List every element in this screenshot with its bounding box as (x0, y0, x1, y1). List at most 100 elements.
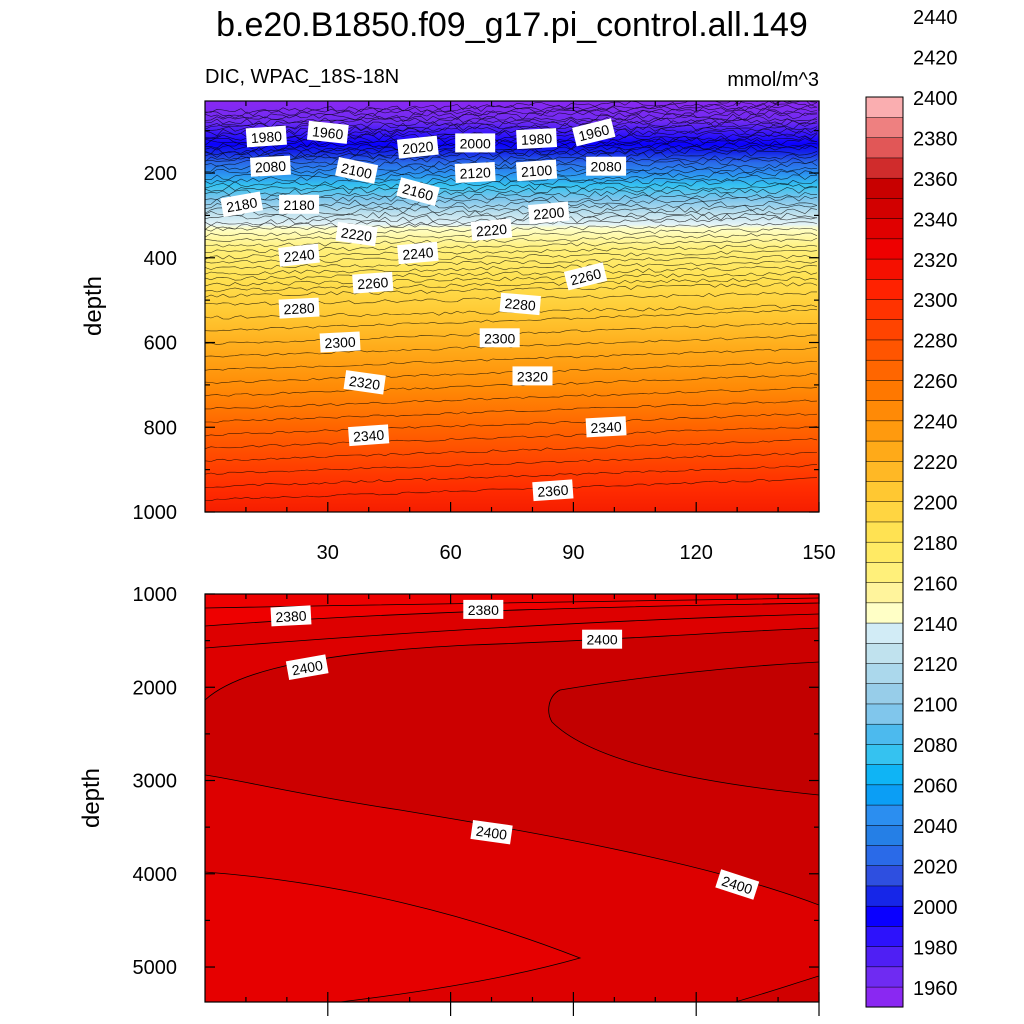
x-tick-label: 60 (439, 542, 461, 564)
contour-label-box (463, 599, 504, 619)
colorbar-swatch (865, 743, 904, 765)
contour-label-box (220, 191, 264, 218)
x-tick-label: 150 (802, 542, 835, 564)
contour-label: 2320 (512, 366, 553, 386)
contour-label-box (352, 271, 394, 294)
contour-label: 2340 (585, 416, 627, 438)
colorbar-swatch (865, 379, 904, 401)
contour-label-box (515, 159, 558, 182)
y-tick-label: 800 (144, 417, 177, 439)
colorbar: 1960 1980 2000 2020 2040 2060 2080 2100 2120 2140… (865, 7, 958, 1008)
contour-label-text: 1960 (311, 123, 344, 142)
contour-label: 2220 (470, 218, 513, 241)
contour-label-box (479, 328, 520, 348)
contour-label-text: 2100 (340, 160, 374, 182)
contour-label-text: 2320 (348, 373, 381, 393)
contour-line (205, 135, 818, 155)
colorbar-swatch (865, 238, 904, 260)
lower-deep-band (205, 872, 580, 1002)
contour-label-text: 2400 (291, 657, 325, 678)
colorbar-swatch (865, 622, 904, 644)
contour-line (205, 373, 818, 397)
figure-title: b.e20.B1850.f09_g17.pi_control.all.149 (216, 6, 808, 44)
contour-line (205, 426, 818, 449)
contour-label-text: 2260 (357, 274, 389, 292)
colorbar-swatch (865, 824, 904, 846)
contour-label-text: 2320 (517, 368, 548, 384)
colorbar-label: 2120 (913, 654, 958, 676)
colorbar-swatch (865, 460, 904, 482)
contour-label: 2020 (396, 135, 439, 159)
colorbar-swatch (865, 582, 904, 604)
contour-line (205, 167, 818, 185)
colorbar-swatch (865, 258, 904, 280)
contour-label-box (470, 218, 513, 241)
colorbar-swatch (865, 642, 904, 664)
contour-line (205, 282, 818, 298)
colorbar-label: 1980 (913, 937, 958, 959)
contour-label: 1980 (516, 128, 558, 150)
colorbar-label: 2180 (913, 533, 958, 555)
contour-label-text: 2260 (569, 265, 603, 288)
y-tick-label: 400 (144, 248, 177, 270)
contour-label: 2260 (352, 271, 394, 294)
colorbar-swatch (865, 116, 904, 138)
y-tick-label: 600 (144, 333, 177, 355)
colorbar-swatch (865, 986, 904, 1008)
colorbar-label: 2100 (913, 695, 958, 717)
contour-label-text: 2000 (460, 135, 491, 151)
x-tick-label: 120 (680, 542, 713, 564)
contour-label-text: 2240 (283, 246, 316, 265)
contour-line (205, 142, 818, 159)
colorbar-label: 2340 (913, 209, 958, 231)
contour-label: 2000 (455, 133, 496, 153)
contour-line (205, 232, 818, 248)
contour-label-box (528, 201, 570, 225)
contour-label: 2080 (250, 155, 291, 177)
y-tick-label: 2000 (133, 677, 178, 699)
contour-label-text: 2380 (468, 602, 499, 618)
contour-label-box (586, 156, 627, 176)
y-tick-label: 200 (144, 163, 177, 185)
contour-line (205, 115, 818, 132)
contour-line (205, 110, 818, 128)
contour-line (205, 138, 818, 156)
contour-label-text: 2220 (340, 224, 373, 244)
colorbar-label: 2160 (913, 573, 958, 595)
lower-ticks: 1000 2000 3000 4000 5000 (133, 584, 820, 1016)
contour-line (205, 122, 818, 141)
colorbar-swatch (865, 602, 904, 624)
lower-panel-frame (204, 593, 820, 1003)
contour-label: 2400 (285, 654, 329, 681)
colorbar-label: 2080 (913, 735, 958, 757)
contour-label-box (582, 629, 623, 649)
contour-line (205, 128, 818, 146)
colorbar-swatch (865, 177, 904, 199)
lower-corner (735, 976, 819, 1002)
contour-line (205, 387, 818, 410)
contour-label-box (306, 120, 349, 144)
lower-core (548, 662, 819, 795)
contour-label-box (278, 243, 320, 267)
colorbar-swatch (865, 501, 904, 523)
contour-line (205, 145, 818, 163)
colorbar-label: 2320 (913, 250, 958, 272)
contour-line (205, 452, 818, 475)
y-tick-label: 4000 (133, 864, 178, 886)
colorbar-swatch (865, 784, 904, 806)
contour-label-box (572, 118, 616, 147)
contour-label-box (585, 416, 627, 438)
colorbar-swatch (865, 865, 904, 887)
colorbar-swatch (865, 319, 904, 341)
contour-label-box (278, 297, 320, 319)
contour-label-text: 2160 (401, 180, 435, 204)
contour-label-text: 2180 (225, 194, 259, 215)
contour-label-box (343, 370, 386, 395)
contour-line (205, 144, 818, 162)
x-tick-label: 30 (317, 542, 339, 564)
colorbar-label: 1960 (913, 978, 958, 1000)
colorbar-swatch (865, 440, 904, 462)
contour-label-box (516, 128, 558, 150)
contour-line (205, 174, 818, 192)
contour-line (205, 157, 818, 175)
